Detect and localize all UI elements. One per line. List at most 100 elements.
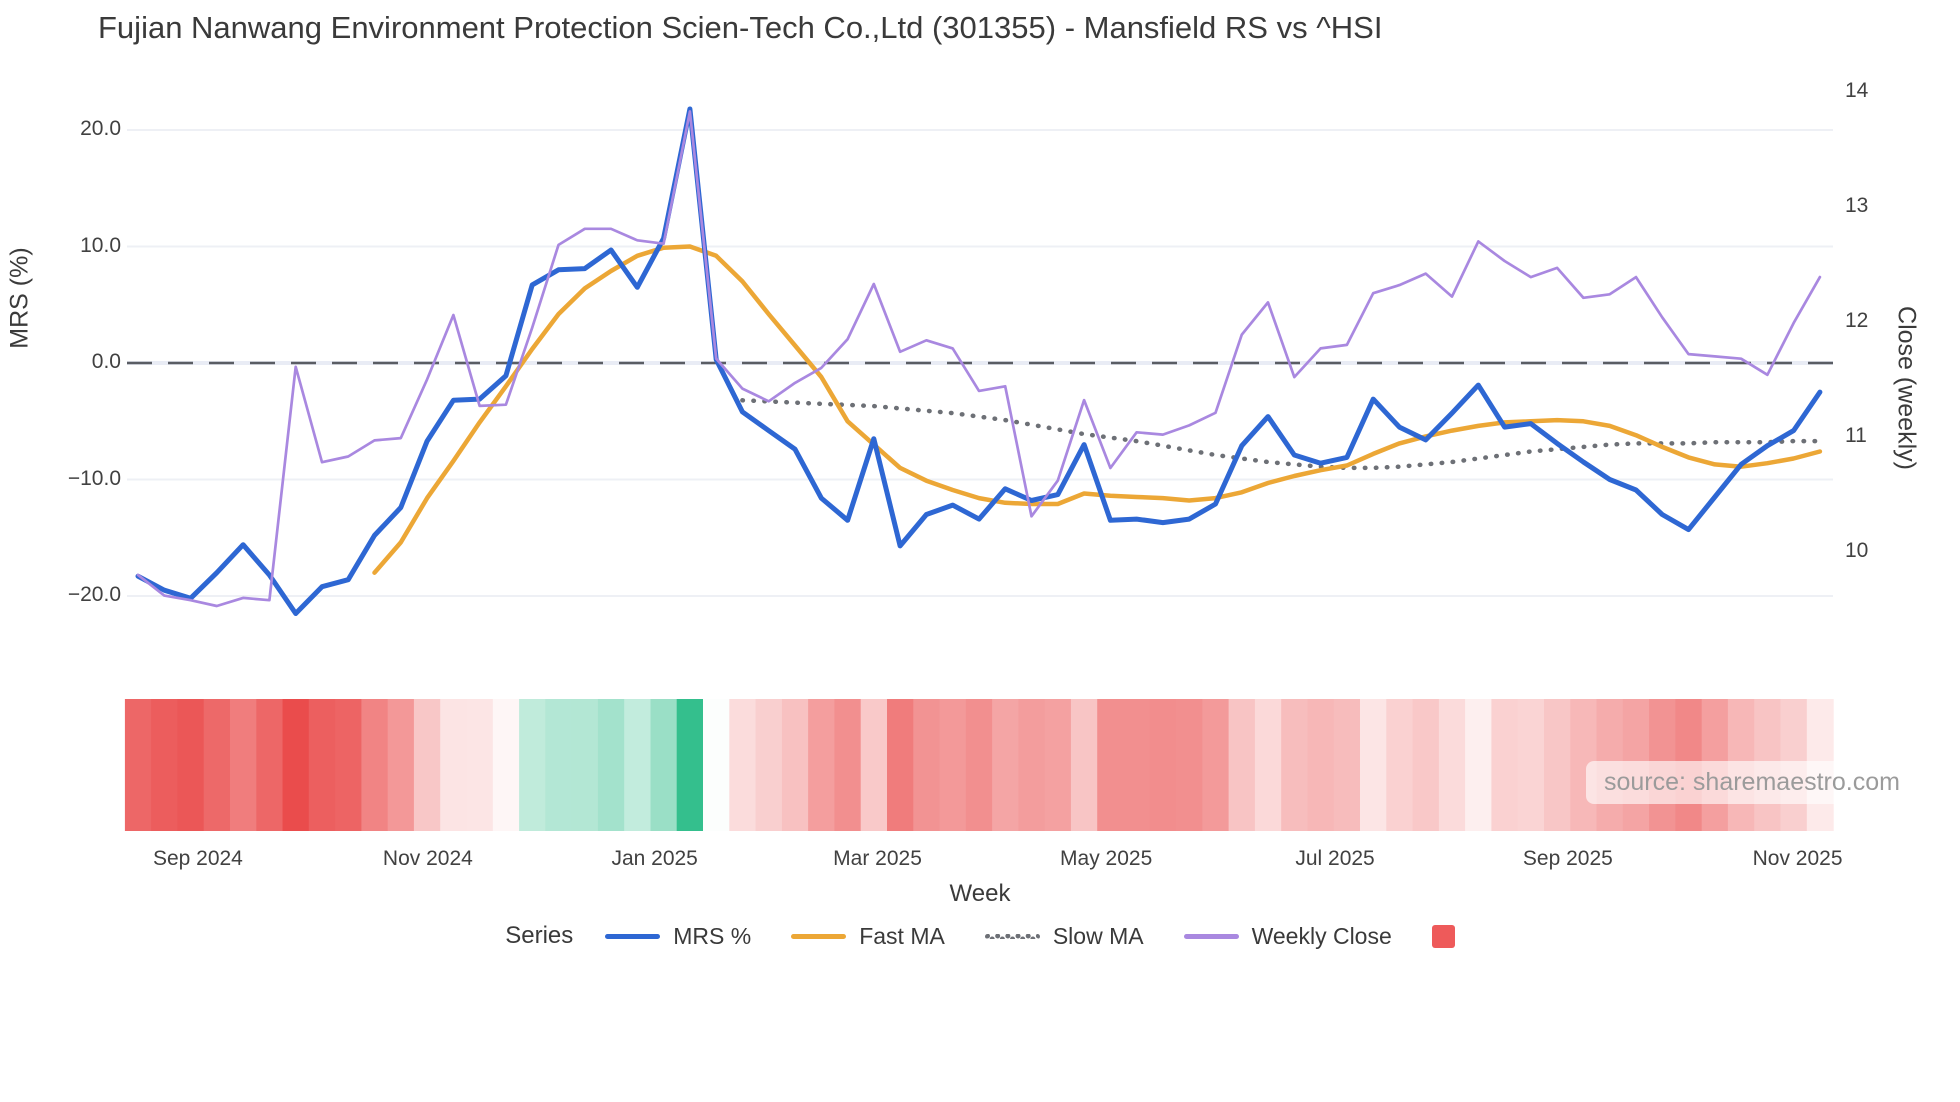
legend-item-heatmap[interactable]: [1431, 924, 1455, 948]
heatmap-cell: [1465, 699, 1492, 831]
heatmap-cell: [729, 699, 757, 831]
series-line-mrs-: [135, 106, 1823, 616]
heatmap-cell: [440, 699, 468, 831]
heatmap-cell: [1307, 699, 1335, 831]
heatmap-cell: [992, 699, 1019, 831]
heatmap-cell: [1149, 699, 1177, 831]
y-tick-right: 12: [1845, 308, 1869, 332]
legend-line-swatch-icon: [791, 933, 847, 939]
y-tick-left: −20.0: [67, 583, 121, 606]
heatmap-cell: [1386, 699, 1414, 831]
heatmap-cell: [466, 699, 494, 831]
y-tick-right: 14: [1845, 78, 1869, 102]
legend-item-mrs-[interactable]: MRS %: [605, 923, 751, 950]
x-tick: Sep 2025: [1522, 847, 1613, 870]
heatmap-cell: [203, 699, 231, 831]
heatmap-cell: [124, 699, 152, 831]
legend-line-swatch-icon: [605, 933, 661, 939]
legend-title: Series: [505, 922, 574, 949]
x-tick: Nov 2024: [382, 847, 473, 870]
legend: Series MRS % Fast MA Slow MA Weekly Close: [0, 922, 1960, 950]
heatmap-cell: [571, 699, 599, 831]
heatmap-cell: [597, 699, 625, 831]
heatmap-cell: [1018, 699, 1046, 831]
heatmap-cell: [151, 699, 178, 831]
heatmap-cell: [808, 699, 835, 831]
legend-item-fast-ma[interactable]: Fast MA: [791, 923, 945, 950]
heatmap-strip: [124, 699, 1834, 831]
heatmap-cell: [1412, 699, 1440, 831]
heatmap-cell: [1044, 699, 1072, 831]
y-tick-right: 13: [1845, 193, 1869, 217]
heatmap-cell: [1281, 699, 1309, 831]
x-axis-title: Week: [949, 880, 1011, 907]
legend-item-label: Weekly Close: [1251, 922, 1392, 949]
heatmap-cell: [177, 699, 205, 831]
heatmap-cell: [703, 699, 730, 831]
heatmap-cell: [308, 699, 336, 831]
page-title: Fujian Nanwang Environment Protection Sc…: [98, 10, 1383, 45]
heatmap-cell: [492, 699, 520, 831]
x-tick: Nov 2025: [1752, 847, 1843, 870]
heatmap-cell: [834, 699, 862, 831]
heatmap-cell: [519, 699, 546, 831]
x-tick: May 2025: [1060, 847, 1153, 870]
legend-line-swatch-icon: [1183, 933, 1239, 939]
heatmap-cell: [1517, 699, 1545, 831]
y-axis-title-left: MRS (%): [5, 247, 34, 349]
series-line-weekly-close: [136, 110, 1822, 608]
series-line-slow-ma: [740, 398, 1823, 471]
heatmap-cell: [1438, 699, 1466, 831]
heatmap-cell: [545, 699, 573, 831]
heatmap-cell: [860, 699, 888, 831]
heatmap-cell: [887, 699, 914, 831]
y-tick-left: −10.0: [67, 466, 121, 490]
heatmap-cell: [413, 699, 441, 831]
heatmap-cell: [650, 699, 678, 831]
heatmap-cell: [755, 699, 783, 831]
heatmap-cell: [230, 699, 257, 831]
legend-items: MRS % Fast MA Slow MA Weekly Close: [605, 923, 1455, 950]
y-tick-right: 11: [1845, 423, 1867, 447]
heatmap-cell: [1254, 699, 1282, 831]
legend-item-slow-ma[interactable]: Slow MA: [984, 922, 1144, 950]
y-axis-title-right: Close (weekly): [1892, 306, 1921, 470]
heatmap-cell: [335, 699, 362, 831]
heatmap-cell: [1070, 699, 1098, 831]
source-watermark: source: sharemaestro.com: [1586, 761, 1918, 804]
heatmap-cell: [387, 699, 415, 831]
legend-item-label: Fast MA: [859, 922, 945, 949]
x-tick: Sep 2024: [152, 847, 243, 870]
legend-line-swatch-icon: [984, 933, 1040, 939]
legend-item-label: Slow MA: [1052, 922, 1144, 949]
heatmap-cell: [256, 699, 284, 831]
y-tick-left: 10.0: [80, 233, 121, 257]
heatmap-cell: [676, 699, 704, 831]
heatmap-cell: [1202, 699, 1230, 831]
y-tick-left: 0.0: [91, 350, 121, 373]
legend-heatmap-swatch-icon: [1431, 924, 1455, 948]
y-tick-left: 20.0: [80, 117, 121, 140]
heatmap-cell: [282, 699, 310, 831]
heatmap-cell: [1333, 699, 1361, 831]
heatmap-cell: [939, 699, 967, 831]
heatmap-cell: [913, 699, 941, 831]
heatmap-cell: [624, 699, 652, 831]
heatmap-cell: [1228, 699, 1256, 831]
heatmap-cell: [781, 699, 809, 831]
heatmap-cell: [361, 699, 389, 831]
legend-item-weekly-close[interactable]: Weekly Close: [1183, 922, 1392, 950]
x-tick: Jul 2025: [1295, 847, 1375, 870]
x-tick: Jan 2025: [611, 847, 698, 870]
heatmap-cell: [1176, 699, 1203, 831]
legend-item-label: MRS %: [673, 922, 752, 949]
y-tick-right: 10: [1845, 538, 1869, 562]
heatmap-cell: [1097, 699, 1125, 831]
series-line-fast-ma: [372, 244, 1823, 575]
heatmap-cell: [965, 699, 993, 831]
heatmap-cell: [1544, 699, 1571, 831]
heatmap-cell: [1360, 699, 1387, 831]
heatmap-cell: [1123, 699, 1151, 831]
x-tick: Mar 2025: [833, 847, 922, 870]
